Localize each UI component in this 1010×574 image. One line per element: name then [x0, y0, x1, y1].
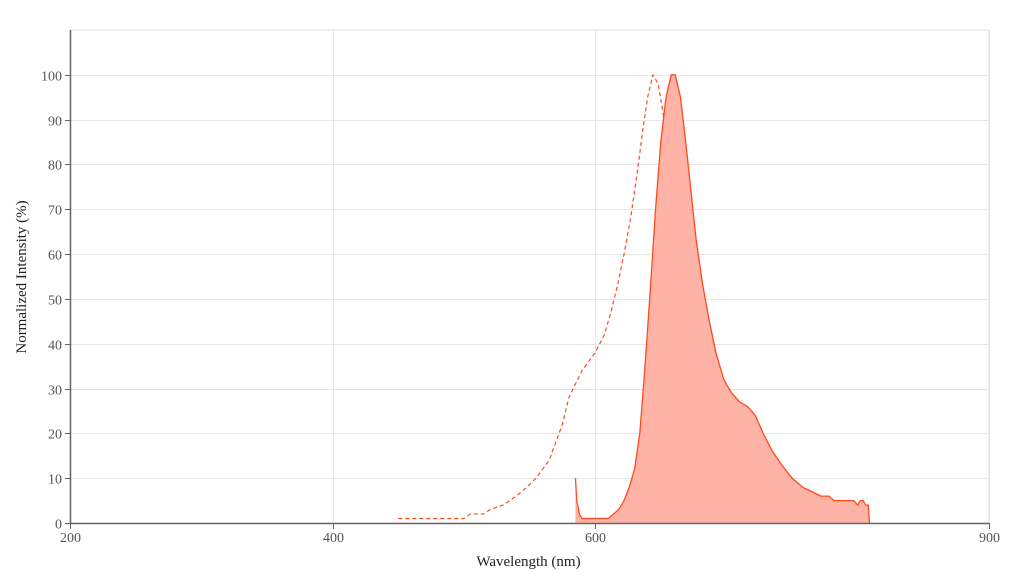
axes [65, 30, 990, 529]
y-tick-label: 20 [48, 428, 62, 443]
tick-labels: 0 10 20 30 40 50 60 70 80 90 100 200 400 600 900 [41, 70, 1000, 547]
x-tick-label: 400 [323, 531, 344, 546]
y-tick-label: 30 [48, 384, 62, 399]
grid-lines [69, 29, 990, 524]
emission-area [575, 74, 870, 523]
y-tick-label: 60 [48, 249, 62, 264]
x-tick-label: 200 [60, 531, 81, 546]
y-tick-label: 10 [48, 473, 62, 488]
x-tick-label: 600 [585, 531, 606, 546]
y-axis-title: Normalized Intensity (%) [14, 200, 30, 353]
plot-border [69, 29, 990, 524]
x-axis-title: Wavelength (nm) [476, 554, 580, 570]
x-tick-label: 900 [979, 531, 1000, 546]
y-tick-label: 0 [55, 518, 62, 533]
y-tick-label: 100 [41, 70, 62, 85]
y-tick-label: 50 [48, 294, 62, 309]
emission-line [574, 74, 871, 524]
y-tick-label: 80 [48, 159, 62, 174]
plot-area [398, 74, 871, 524]
y-tick-label: 90 [48, 115, 62, 130]
y-tick-label: 40 [48, 339, 62, 354]
y-tick-label: 70 [48, 204, 62, 219]
